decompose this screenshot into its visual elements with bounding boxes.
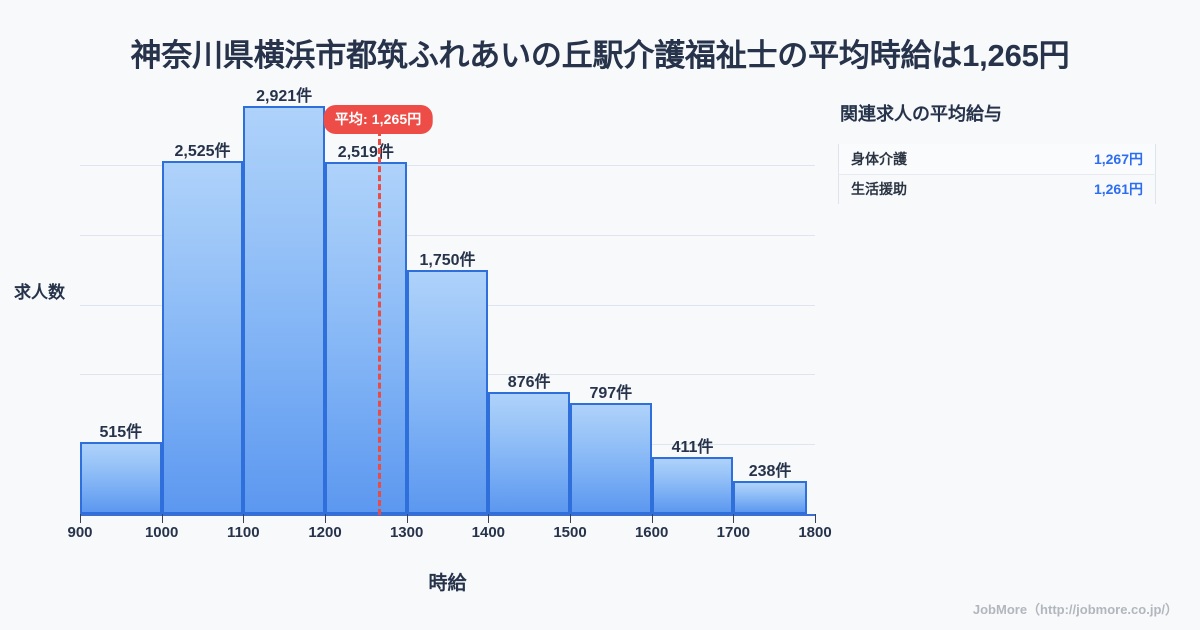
- gridline: [80, 164, 815, 166]
- bar: [161, 161, 244, 514]
- bar-value-label: 2,519件: [337, 144, 394, 162]
- bar-value-label: 411件: [671, 438, 714, 456]
- salary-row-name: 生活援助: [838, 173, 1005, 204]
- x-axis-tick-label: 1700: [716, 524, 751, 541]
- x-axis-tick: [243, 514, 245, 523]
- x-axis-line: [80, 514, 815, 516]
- related-salary-title: 関連求人の平均給与: [840, 104, 1002, 124]
- bar: [325, 162, 407, 514]
- x-axis-tick-label: 1200: [308, 524, 342, 541]
- salary-row-name: 身体介護: [838, 144, 1005, 174]
- bar: [733, 480, 807, 514]
- bar: [80, 442, 162, 514]
- y-axis-title: 求人数: [14, 283, 65, 302]
- page-title: 神奈川県横浜市都筑ふれあいの丘駅介護福祉士の平均時給は1,265円: [130, 38, 1070, 73]
- x-axis-tick-label: 900: [67, 524, 93, 541]
- x-axis-tick: [651, 514, 653, 523]
- bar: [651, 456, 734, 514]
- x-axis-tick-label: 1100: [227, 524, 260, 541]
- x-axis-tick-label: 1600: [634, 524, 669, 541]
- bar-value-label: 2,525件: [174, 143, 231, 161]
- x-axis-tick: [815, 514, 816, 523]
- x-axis-tick: [570, 514, 571, 523]
- bar-value-label: 2,921件: [256, 88, 313, 106]
- table-row: 生活援助 1,261円: [838, 173, 1156, 204]
- footer-attribution: JobMore（http://jobmore.co.jp/）: [972, 602, 1178, 617]
- bar-value-label: 238件: [748, 462, 792, 480]
- x-axis-tick: [80, 514, 81, 523]
- gridline: [80, 234, 815, 236]
- x-axis-tick-label: 1400: [471, 524, 506, 541]
- x-axis-tick-label: 1800: [798, 524, 832, 541]
- related-salary-panel: 関連求人の平均給与 身体介護 1,267円 生活援助 1,261円: [838, 100, 1168, 204]
- x-axis-tick: [325, 514, 326, 523]
- x-axis-tick: [161, 514, 163, 523]
- histogram-chart: 求人数 900 1000 1100 1200 1300 1400 1500 1600 1700 1…: [14, 88, 832, 594]
- bar-value-label: 876件: [507, 373, 551, 391]
- x-axis-title: 時給: [428, 573, 467, 594]
- table-row: 身体介護 1,267円: [838, 144, 1156, 174]
- bar: [488, 391, 570, 514]
- bar-value-label: 515件: [99, 424, 143, 442]
- bar-value-label: 797件: [589, 384, 633, 402]
- x-axis-tick-label: 1500: [553, 524, 587, 541]
- related-salary-table: 身体介護 1,267円 生活援助 1,261円: [838, 144, 1156, 204]
- x-axis-tick: [406, 514, 408, 523]
- bar-value-label: 1,750件: [419, 251, 476, 269]
- salary-row-amount: 1,267円: [1004, 144, 1156, 174]
- bar: [243, 106, 325, 514]
- x-axis-tick-label: 1300: [389, 524, 424, 541]
- bar: [406, 269, 489, 514]
- average-badge: 平均: 1,265円: [323, 105, 433, 134]
- x-axis-tick-label: 1000: [144, 524, 179, 541]
- x-axis-tick: [488, 514, 490, 523]
- salary-row-amount: 1,261円: [1004, 173, 1156, 204]
- average-line: [378, 130, 382, 515]
- x-axis-tick: [733, 514, 735, 523]
- bar: [570, 402, 652, 514]
